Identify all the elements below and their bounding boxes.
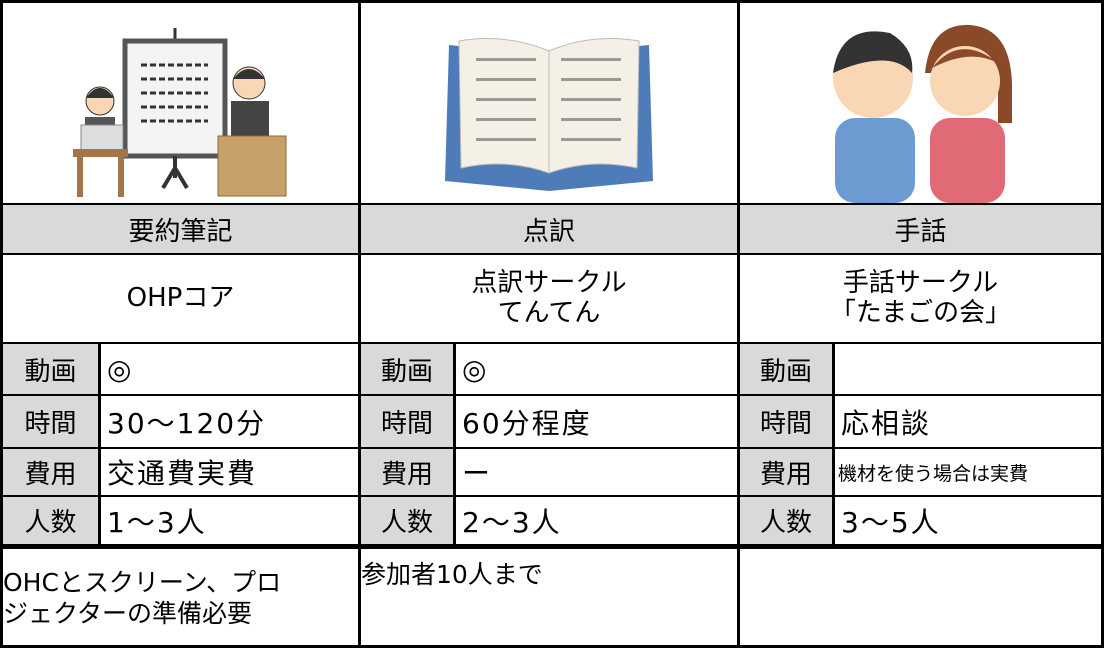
organization-line: てんてん: [497, 297, 601, 328]
row-value: ◎: [456, 344, 737, 394]
illustration: [445, 38, 653, 191]
column-title: 手話: [740, 205, 1101, 253]
column-title: 要約筆記: [3, 205, 358, 253]
image-cell: [740, 3, 1101, 203]
note-line: OHCとスクリーン、プロ: [3, 568, 282, 597]
organization-line: 点訳サークル: [471, 267, 627, 298]
row-label: 費用: [3, 449, 98, 495]
row-label: 人数: [740, 497, 832, 544]
illustration: [73, 28, 287, 197]
row-label: 時間: [740, 396, 832, 447]
organization-line: 手話サークル: [842, 267, 999, 298]
row-value: ◎: [101, 344, 358, 394]
organization-line: OHPコア: [126, 282, 235, 313]
note: [740, 549, 1101, 645]
image-cell: [3, 3, 358, 203]
row-value: ー: [456, 449, 737, 495]
row-value: 60分程度: [456, 396, 737, 447]
row-label: 動画: [3, 344, 98, 394]
note-line: ジェクターの準備必要: [3, 599, 253, 629]
organization: 手話サークル 「たまごの会」: [740, 255, 1101, 342]
row-label: 時間: [361, 396, 453, 447]
row-label: 人数: [3, 497, 98, 544]
row-value: 30〜120分: [101, 396, 358, 447]
column: 手話 手話サークル 「たまごの会」 動画 時間 応相談 費用 機材を使う場合は実費 人数 3〜5人: [740, 3, 1101, 645]
organization: 点訳サークル てんてん: [361, 255, 737, 342]
organization-line: 「たまごの会」: [829, 297, 1012, 328]
row-label: 人数: [361, 497, 453, 544]
row-value: 1〜3人: [101, 497, 358, 544]
column: 要約筆記 OHPコア 動画 ◎ 時間 30〜120分 費用 交通費実費 人数 1〜3人 OHCとスク…: [3, 3, 358, 645]
row-value: 3〜5人: [835, 497, 1101, 544]
column-title: 点訳: [361, 205, 737, 253]
organization: OHPコア: [3, 255, 358, 342]
note: OHCとスクリーン、プロ ジェクターの準備必要: [3, 549, 358, 645]
row-label: 費用: [361, 449, 453, 495]
row-label: 動画: [740, 344, 832, 394]
image-cell: [361, 3, 737, 203]
column: 点訳 点訳サークル てんてん 動画 ◎ 時間 60分程度 費用ー人数 2〜3人 参加者10人まで: [361, 3, 737, 645]
row-value: [835, 344, 1101, 394]
row-value: 2〜3人: [456, 497, 737, 544]
row-value: 交通費実費: [101, 449, 358, 495]
note: 参加者10人まで: [361, 549, 737, 645]
row-label: 動画: [361, 344, 453, 394]
row-value: 機材を使う場合は実費: [835, 449, 1101, 495]
illustration: [833, 24, 1012, 203]
row-label: 費用: [740, 449, 832, 495]
row-value: 応相談: [835, 396, 1101, 447]
note-line: 参加者10人まで: [361, 560, 543, 589]
row-label: 時間: [3, 396, 98, 447]
